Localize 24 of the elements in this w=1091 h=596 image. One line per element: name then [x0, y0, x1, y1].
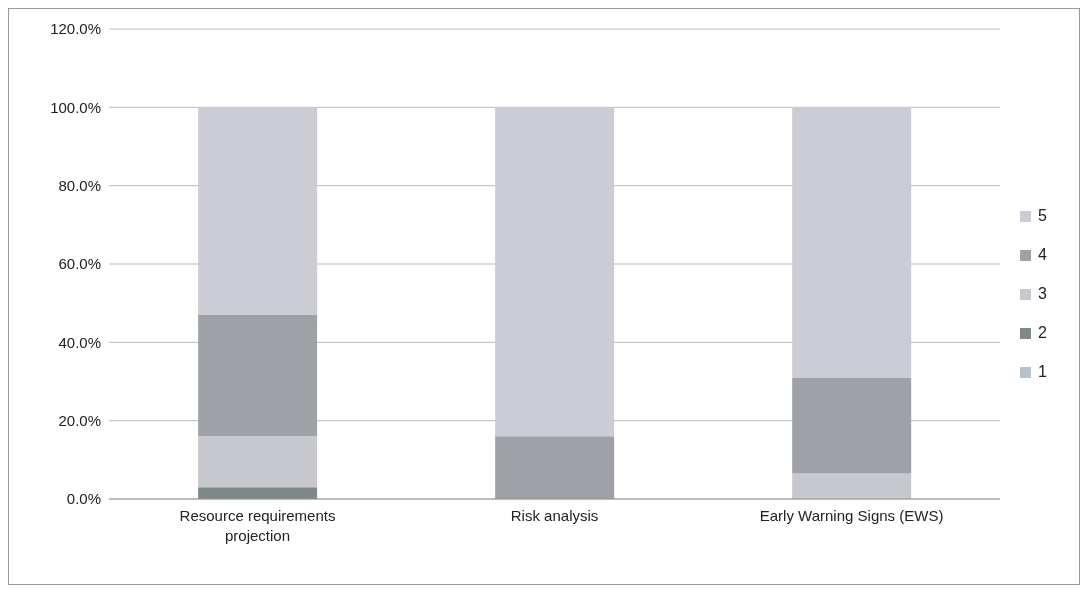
- bar: [495, 436, 615, 499]
- bar: [198, 436, 318, 488]
- legend-label: 4: [1037, 245, 1047, 265]
- y-tick-label: 40.0%: [58, 333, 101, 351]
- bar: [792, 377, 912, 474]
- bar: [792, 473, 912, 499]
- y-tick-label: 100.0%: [50, 98, 101, 116]
- bar: [198, 314, 318, 437]
- y-tick-label: 20.0%: [58, 411, 101, 429]
- x-tick-label: Early Warning Signs (EWS): [759, 507, 944, 524]
- legend-label: 5: [1037, 206, 1047, 226]
- bar: [792, 107, 912, 378]
- bar: [198, 487, 318, 499]
- y-tick-label: 80.0%: [58, 176, 101, 194]
- x-tick-label: Resource requirements projection: [179, 507, 336, 544]
- legend-label: 2: [1037, 323, 1047, 343]
- bar: [495, 107, 615, 437]
- y-tick-label: 60.0%: [58, 255, 101, 273]
- y-tick-label: 0.0%: [66, 490, 101, 508]
- bar: [198, 107, 318, 315]
- x-tick-label: Risk analysis: [510, 507, 599, 524]
- y-tick-label: 120.0%: [50, 20, 101, 38]
- legend-label: 1: [1037, 362, 1047, 382]
- legend-label: 3: [1037, 284, 1047, 304]
